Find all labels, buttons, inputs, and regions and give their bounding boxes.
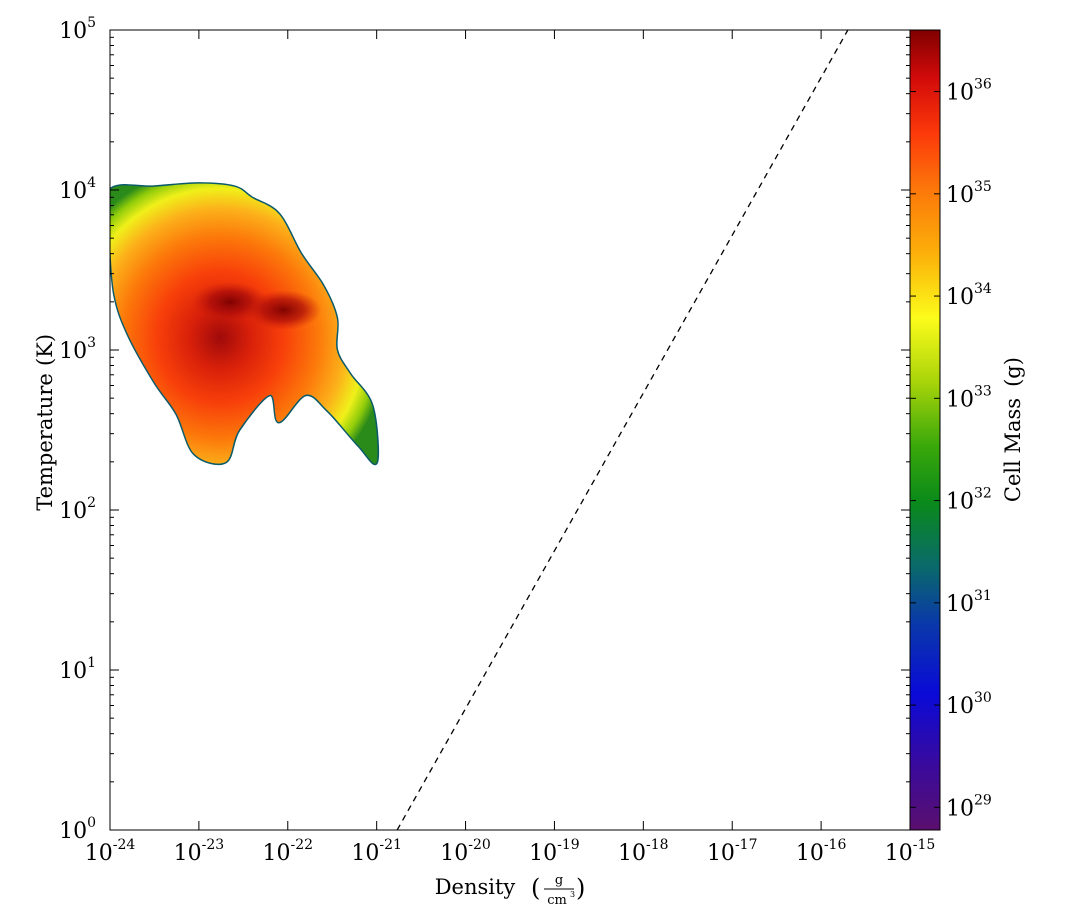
x-tick-label: 10-16: [796, 837, 847, 866]
x-axis-title: Density: [435, 875, 516, 899]
colorbar: [909, 29, 941, 831]
y-tick-label: 105: [59, 15, 96, 44]
x-axis-unit-denominator: cm: [547, 893, 567, 908]
x-tick-label: 10-19: [529, 837, 580, 866]
y-tick-label: 100: [59, 815, 96, 844]
y-axis-title: Temperature: [33, 373, 57, 511]
colorbar-label: Cell Mass (g): [1001, 357, 1025, 502]
y-tick-label: 102: [59, 495, 96, 524]
x-tick-label: 10-20: [440, 837, 491, 866]
x-tick-label: 10-23: [174, 837, 225, 866]
colorbar-tick-label: 1036: [946, 77, 992, 106]
colorbar-tick-label: 1031: [946, 588, 992, 617]
colorbar-title: Cell Mass: [1001, 398, 1025, 502]
y-tick-label: 103: [59, 335, 96, 364]
x-axis-unit-open-paren: (: [531, 874, 540, 902]
distribution-peak: [245, 290, 322, 330]
x-tick-label: 10-22: [263, 837, 314, 866]
colorbar-tick-label: 1030: [946, 690, 992, 719]
x-axis-unit-denominator-exp: 3: [570, 890, 575, 899]
x-axis-unit-close-paren: ): [576, 874, 585, 902]
x-axis-label: Density ( g cm 3 ): [435, 873, 586, 908]
colorbar-tick-label: 1035: [946, 179, 992, 208]
x-tick-label: 10-21: [351, 837, 402, 866]
y-axis-label: Temperature (K): [33, 334, 57, 511]
x-tick-label: 10-18: [618, 837, 669, 866]
y-axis-unit: (K): [33, 334, 57, 366]
y-tick-label: 104: [59, 175, 96, 204]
x-axis-unit-numerator: g: [555, 873, 563, 888]
colorbar-unit: (g): [1001, 357, 1025, 387]
x-tick-label: 10-24: [85, 837, 136, 866]
x-tick-label: 10-15: [885, 837, 936, 866]
colorbar-tick-label: 1029: [946, 792, 992, 821]
colorbar-tick-label: 1034: [946, 281, 992, 310]
distribution-heatmap: [110, 183, 378, 464]
reference-dashed-line: [396, 30, 849, 830]
colorbar-tick-label: 1033: [946, 383, 992, 412]
y-tick-label: 101: [59, 655, 96, 684]
x-tick-label: 10-17: [707, 837, 758, 866]
colorbar-tick-label: 1032: [946, 486, 992, 515]
